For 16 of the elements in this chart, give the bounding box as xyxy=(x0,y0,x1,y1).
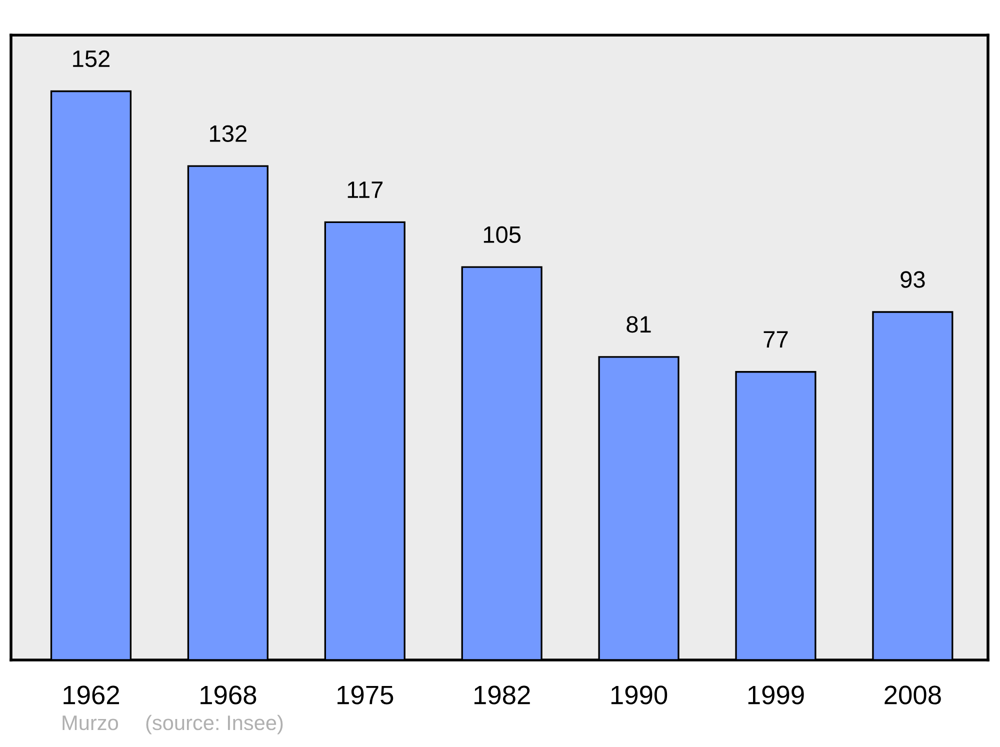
data-label: 117 xyxy=(348,182,383,198)
data-label: 152 xyxy=(73,50,110,68)
data-label: 132 xyxy=(210,125,246,142)
data-label: 81 xyxy=(626,316,651,333)
data-label: 93 xyxy=(900,271,925,288)
x-tick-label: 1968 xyxy=(200,686,256,704)
data-label: 77 xyxy=(764,331,788,348)
x-tick-label: 1990 xyxy=(611,686,668,704)
x-tick-label: 1962 xyxy=(64,686,120,704)
x-tick-label: 2008 xyxy=(884,686,941,704)
x-tick-label: 1975 xyxy=(338,686,394,704)
x-tick-label: 1982 xyxy=(474,686,530,704)
data-label: 105 xyxy=(484,226,521,243)
x-tick-label: 1999 xyxy=(748,686,804,704)
text: (source: Insee) xyxy=(146,714,283,734)
text: Murzo xyxy=(62,716,118,730)
